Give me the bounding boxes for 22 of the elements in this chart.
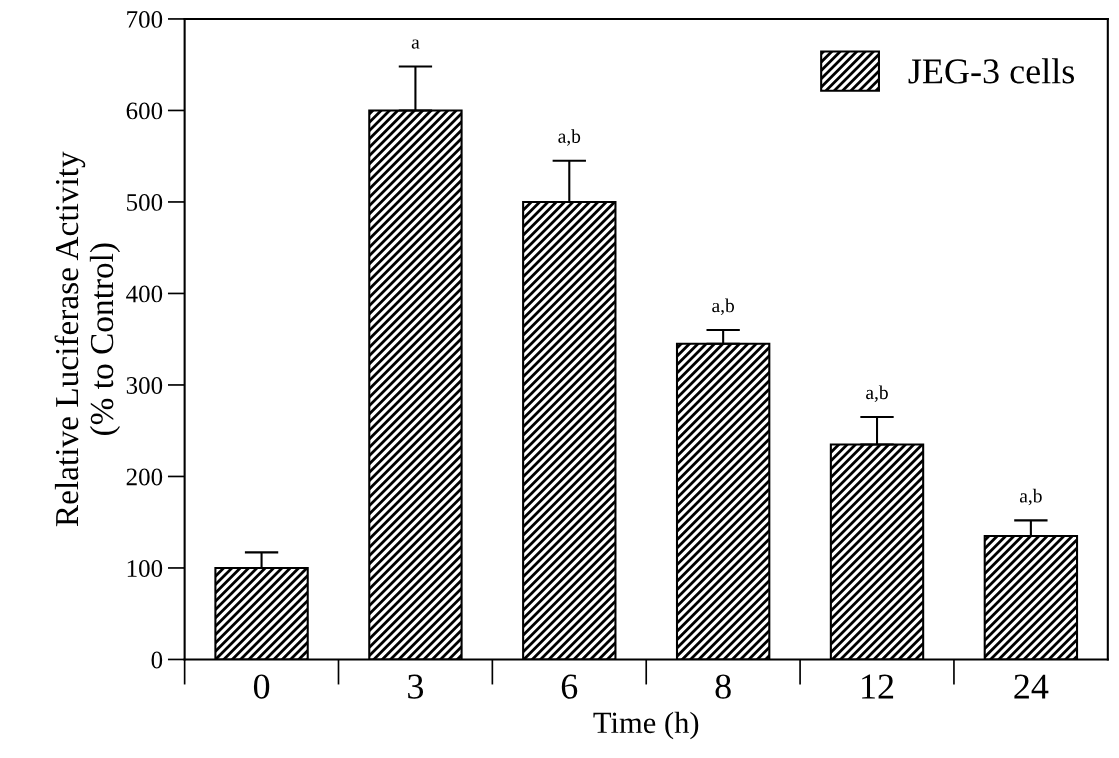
- y-tick-label: 100: [127, 560, 163, 577]
- y-tick-label: 500: [127, 194, 163, 211]
- y-tick-label: 0: [151, 651, 163, 669]
- annotation: a,b: [558, 129, 581, 146]
- x-tick-label: 0: [253, 674, 270, 699]
- x-tick-label: 8: [715, 674, 731, 699]
- annotation: a: [411, 39, 420, 49]
- y-tick-label: 700: [127, 11, 163, 28]
- y-axis-title: Relative Luciferase Activity (% to Control): [54, 151, 121, 527]
- x-tick-label: 3: [408, 674, 424, 699]
- x-tick-label: 24: [1014, 674, 1049, 699]
- annotation: a,b: [866, 385, 888, 402]
- legend-label: JEG-3 cells: [908, 58, 1074, 84]
- y-tick-label: 600: [126, 102, 163, 120]
- y-tick-label: 400: [126, 285, 163, 303]
- x-axis-title: Time (h): [593, 711, 699, 740]
- y-tick-label: 300: [126, 377, 163, 394]
- annotation: a,b: [712, 298, 735, 316]
- x-tick-label: 6: [561, 674, 578, 699]
- annotation: a,b: [1019, 488, 1042, 506]
- y-tick-label: 200: [126, 468, 163, 486]
- x-tick-label: 12: [862, 674, 894, 699]
